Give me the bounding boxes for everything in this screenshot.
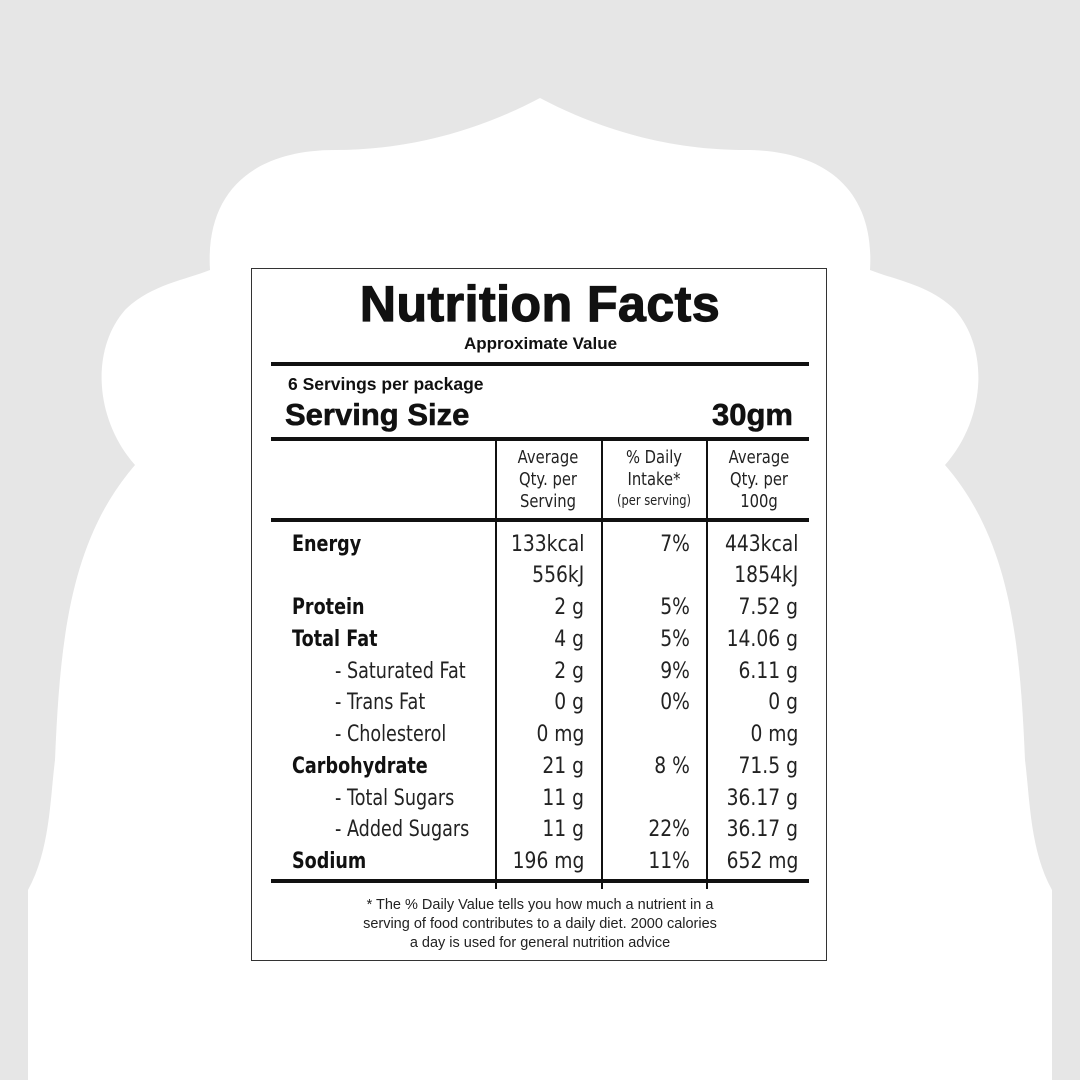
daily-value-footnote: * The % Daily Value tells you how much a… [312, 896, 768, 953]
nutrient-row: 556kJ 1854kJ [252, 560, 828, 592]
per-serving-value: 4 g [554, 627, 584, 652]
label-subtitle: Approximate Value [464, 334, 618, 353]
per-serving-value: 0 mg [536, 722, 584, 747]
per-serving-value: 2 g [554, 595, 584, 620]
nutrient-name: - Trans Fat [335, 690, 426, 715]
serving-size-label: Serving Size [285, 397, 470, 433]
daily-intake-value: 5% [660, 627, 690, 652]
column-header-per-100g: Average Qty. per 100g [716, 447, 801, 513]
per-100g-value: 443kcal [724, 532, 798, 557]
header-line: 100g [740, 491, 778, 512]
nutrient-name: - Total Sugars [335, 786, 455, 811]
per-serving-value: 556kJ [531, 563, 584, 588]
header-line: Qty. per [730, 469, 788, 490]
per-100g-value: 652 mg [726, 849, 798, 874]
per-100g-value: 36.17 g [726, 786, 798, 811]
per-100g-value: 6.11 g [738, 659, 798, 684]
header-line: Qty. per [519, 469, 577, 490]
per-serving-value: 2 g [554, 659, 584, 684]
nutrient-name: Total Fat [292, 627, 378, 652]
nutrient-name: Carbohydrate [292, 754, 428, 779]
daily-intake-value: 7% [660, 532, 690, 557]
nutrient-row: Carbohydrate 21 g 8 % 71.5 g [252, 751, 828, 783]
per-serving-value: 133kcal [510, 532, 584, 557]
nutrient-row: - Added Sugars 11 g 22% 36.17 g [252, 814, 828, 846]
daily-intake-value: 11% [648, 849, 690, 874]
label-title: Nutrition Facts [359, 276, 721, 332]
serving-size-value: 30gm [712, 397, 794, 433]
nutrient-row: Total Fat 4 g 5% 14.06 g [252, 624, 828, 656]
per-100g-value: 0 g [768, 690, 798, 715]
nutrient-row: - Cholesterol 0 mg 0 mg [252, 719, 828, 751]
per-100g-value: 0 mg [750, 722, 798, 747]
per-serving-value: 21 g [542, 754, 584, 779]
per-serving-value: 196 mg [512, 849, 584, 874]
column-divider [706, 439, 708, 889]
nutrient-name: - Cholesterol [335, 722, 447, 747]
nutrient-row: Protein 2 g 5% 7.52 g [252, 592, 828, 624]
nutrition-label: Nutrition Facts Approximate Value 6 Serv… [251, 268, 827, 961]
column-header-daily-intake: % Daily Intake* (per serving) [611, 447, 696, 511]
per-serving-value: 11 g [542, 786, 584, 811]
per-100g-value: 7.52 g [738, 595, 798, 620]
divider-rule [271, 879, 809, 883]
footnote-line: * The % Daily Value tells you how much a… [366, 897, 714, 913]
header-line: Intake* [627, 469, 681, 490]
per-serving-value: 0 g [554, 690, 584, 715]
header-line: Average [517, 447, 579, 468]
daily-intake-value: 5% [660, 595, 690, 620]
header-note: (per serving) [616, 493, 691, 509]
header-line: Average [728, 447, 790, 468]
nutrient-row: - Saturated Fat 2 g 9% 6.11 g [252, 656, 828, 688]
per-100g-value: 14.06 g [726, 627, 798, 652]
per-100g-value: 71.5 g [738, 754, 798, 779]
divider-rule [271, 437, 809, 441]
nutrient-name: - Saturated Fat [335, 659, 466, 684]
footnote-line: serving of food contributes to a daily d… [363, 916, 717, 932]
per-100g-value: 36.17 g [726, 817, 798, 842]
column-divider [601, 519, 603, 889]
servings-per-package: 6 Servings per package [288, 374, 484, 394]
header-line: Serving [519, 491, 577, 512]
divider-rule [271, 362, 809, 366]
per-100g-value: 1854kJ [734, 563, 798, 588]
nutrient-row: - Trans Fat 0 g 0% 0 g [252, 687, 828, 719]
header-line: % Daily [625, 447, 683, 468]
daily-intake-value: 0% [660, 690, 690, 715]
daily-intake-value: 9% [660, 659, 690, 684]
nutrient-name: - Added Sugars [335, 817, 470, 842]
daily-intake-value: 22% [648, 817, 690, 842]
nutrient-row: Energy 133kcal 7% 443kcal [252, 529, 828, 561]
column-divider [495, 439, 497, 889]
nutrient-row: Sodium 196 mg 11% 652 mg [252, 846, 828, 878]
column-divider [601, 439, 603, 519]
nutrient-name: Protein [292, 595, 365, 620]
nutrient-name: Energy [292, 532, 362, 557]
footnote-line: a day is used for general nutrition advi… [409, 935, 671, 951]
divider-rule [271, 518, 809, 522]
nutrient-name: Sodium [292, 849, 367, 874]
nutrient-row: - Total Sugars 11 g 36.17 g [252, 783, 828, 815]
column-header-per-serving: Average Qty. per Serving [505, 447, 590, 513]
per-serving-value: 11 g [542, 817, 584, 842]
daily-intake-value: 8 % [654, 754, 690, 779]
